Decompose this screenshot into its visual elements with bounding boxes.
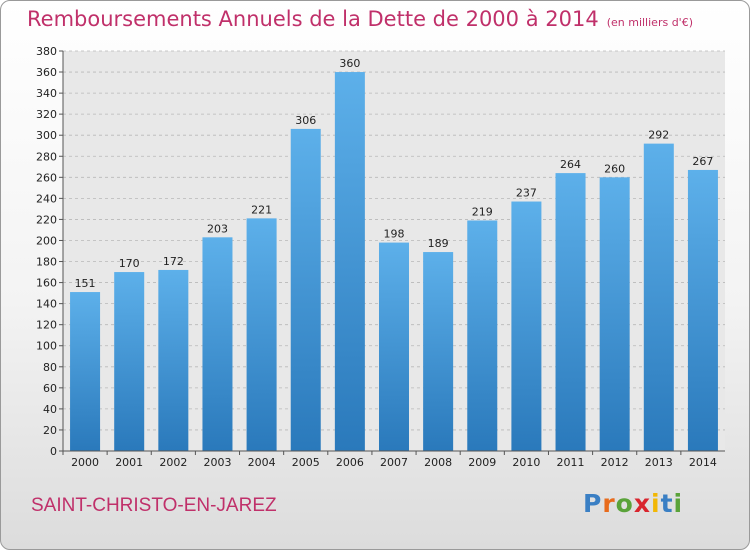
- x-tick-label-2011: 2011: [557, 456, 585, 469]
- x-axis-ticks: 2000 2001 2002 2003 2004 2005 2006 2007 2008 2009…: [62, 451, 717, 469]
- y-tick-label: 360: [36, 66, 57, 79]
- x-tick-label-2013: 2013: [645, 456, 673, 469]
- x-tick-label-2010: 2010: [512, 456, 540, 469]
- bar-2006[interactable]: [334, 72, 365, 451]
- y-tick-label: 140: [36, 298, 57, 311]
- chart-subtitle: (en milliers d'€): [606, 16, 693, 29]
- bar-2013[interactable]: [643, 143, 674, 451]
- x-tick-label-2003: 2003: [203, 456, 231, 469]
- bar-2007[interactable]: [378, 242, 410, 451]
- value-label-2004: 221: [251, 203, 272, 216]
- y-tick-label: 0: [50, 445, 57, 458]
- value-label-2005: 306: [295, 114, 316, 127]
- value-label-2009: 219: [472, 205, 493, 218]
- bar-2011[interactable]: [555, 173, 586, 451]
- value-label-2010: 237: [516, 187, 537, 200]
- logo-letter: o: [615, 489, 634, 518]
- y-tick-label: 280: [36, 150, 57, 163]
- y-axis-ticks: 0 20 40 60 80 100 120 140 160 180 200 220 240 260 280 3…: [36, 45, 63, 458]
- y-tick-label: 300: [36, 129, 57, 142]
- bar-2000[interactable]: [70, 292, 101, 451]
- y-tick-label: 200: [36, 234, 57, 247]
- y-tick-label: 380: [36, 45, 57, 58]
- bars: 151 170 172 203 221 306 360 198 189 219 237 264 260 2…: [70, 57, 718, 451]
- bar-2014[interactable]: [687, 169, 718, 451]
- x-tick-label-2001: 2001: [115, 456, 143, 469]
- x-tick-label-2007: 2007: [380, 456, 408, 469]
- x-tick-label-2009: 2009: [468, 456, 496, 469]
- value-label-2013: 292: [648, 129, 669, 142]
- bar-2005[interactable]: [290, 128, 321, 451]
- x-tick-label-2000: 2000: [71, 456, 99, 469]
- value-label-2007: 198: [384, 228, 405, 241]
- logo-letter: i: [673, 489, 684, 518]
- proxiti-logo[interactable]: Proxiti: [583, 489, 683, 518]
- bar-2003[interactable]: [202, 237, 233, 451]
- y-tick-label: 240: [36, 192, 57, 205]
- value-label-2012: 260: [604, 162, 625, 175]
- value-label-2003: 203: [207, 222, 228, 235]
- chart-title: Remboursements Annuels de la Dette de 20…: [27, 7, 693, 31]
- x-tick-label-2014: 2014: [689, 456, 717, 469]
- value-label-2014: 267: [692, 155, 713, 168]
- value-label-2002: 172: [163, 255, 184, 268]
- y-tick-label: 220: [36, 213, 57, 226]
- x-tick-label-2005: 2005: [292, 456, 320, 469]
- bar-2010[interactable]: [511, 201, 542, 451]
- chart-title-text: Remboursements Annuels de la Dette de 20…: [27, 7, 599, 31]
- bar-2002[interactable]: [158, 269, 189, 451]
- x-tick-label-2004: 2004: [248, 456, 276, 469]
- value-label-2011: 264: [560, 158, 581, 171]
- x-tick-label-2002: 2002: [159, 456, 187, 469]
- y-tick-label: 40: [43, 403, 57, 416]
- y-tick-label: 80: [43, 361, 57, 374]
- x-tick-label-2008: 2008: [424, 456, 452, 469]
- bar-2012[interactable]: [599, 177, 630, 451]
- logo-letter: i: [651, 489, 661, 518]
- bar-2009[interactable]: [467, 220, 498, 451]
- logo-letter: t: [660, 489, 674, 518]
- y-tick-label: 160: [36, 277, 57, 290]
- value-label-2001: 170: [119, 257, 140, 270]
- y-tick-label: 60: [43, 382, 57, 395]
- y-tick-label: 320: [36, 108, 57, 121]
- value-label-2000: 151: [75, 277, 96, 290]
- y-tick-label: 100: [36, 340, 57, 353]
- bar-2001[interactable]: [114, 272, 145, 451]
- y-tick-label: 20: [43, 424, 57, 437]
- logo-letter: x: [633, 489, 651, 518]
- y-tick-label: 180: [36, 256, 57, 269]
- y-tick-label: 120: [36, 319, 57, 332]
- x-tick-label-2006: 2006: [336, 456, 364, 469]
- logo-letter: P: [583, 489, 603, 518]
- y-tick-label: 260: [36, 171, 57, 184]
- bar-2008[interactable]: [423, 252, 454, 451]
- value-label-2006: 360: [339, 57, 360, 70]
- bar-2004[interactable]: [246, 218, 277, 451]
- x-tick-label-2012: 2012: [601, 456, 629, 469]
- logo-letter: r: [602, 489, 616, 518]
- town-name: SAINT-CHRISTO-EN-JAREZ: [31, 495, 277, 516]
- y-tick-label: 340: [36, 87, 57, 100]
- value-label-2008: 189: [428, 237, 449, 250]
